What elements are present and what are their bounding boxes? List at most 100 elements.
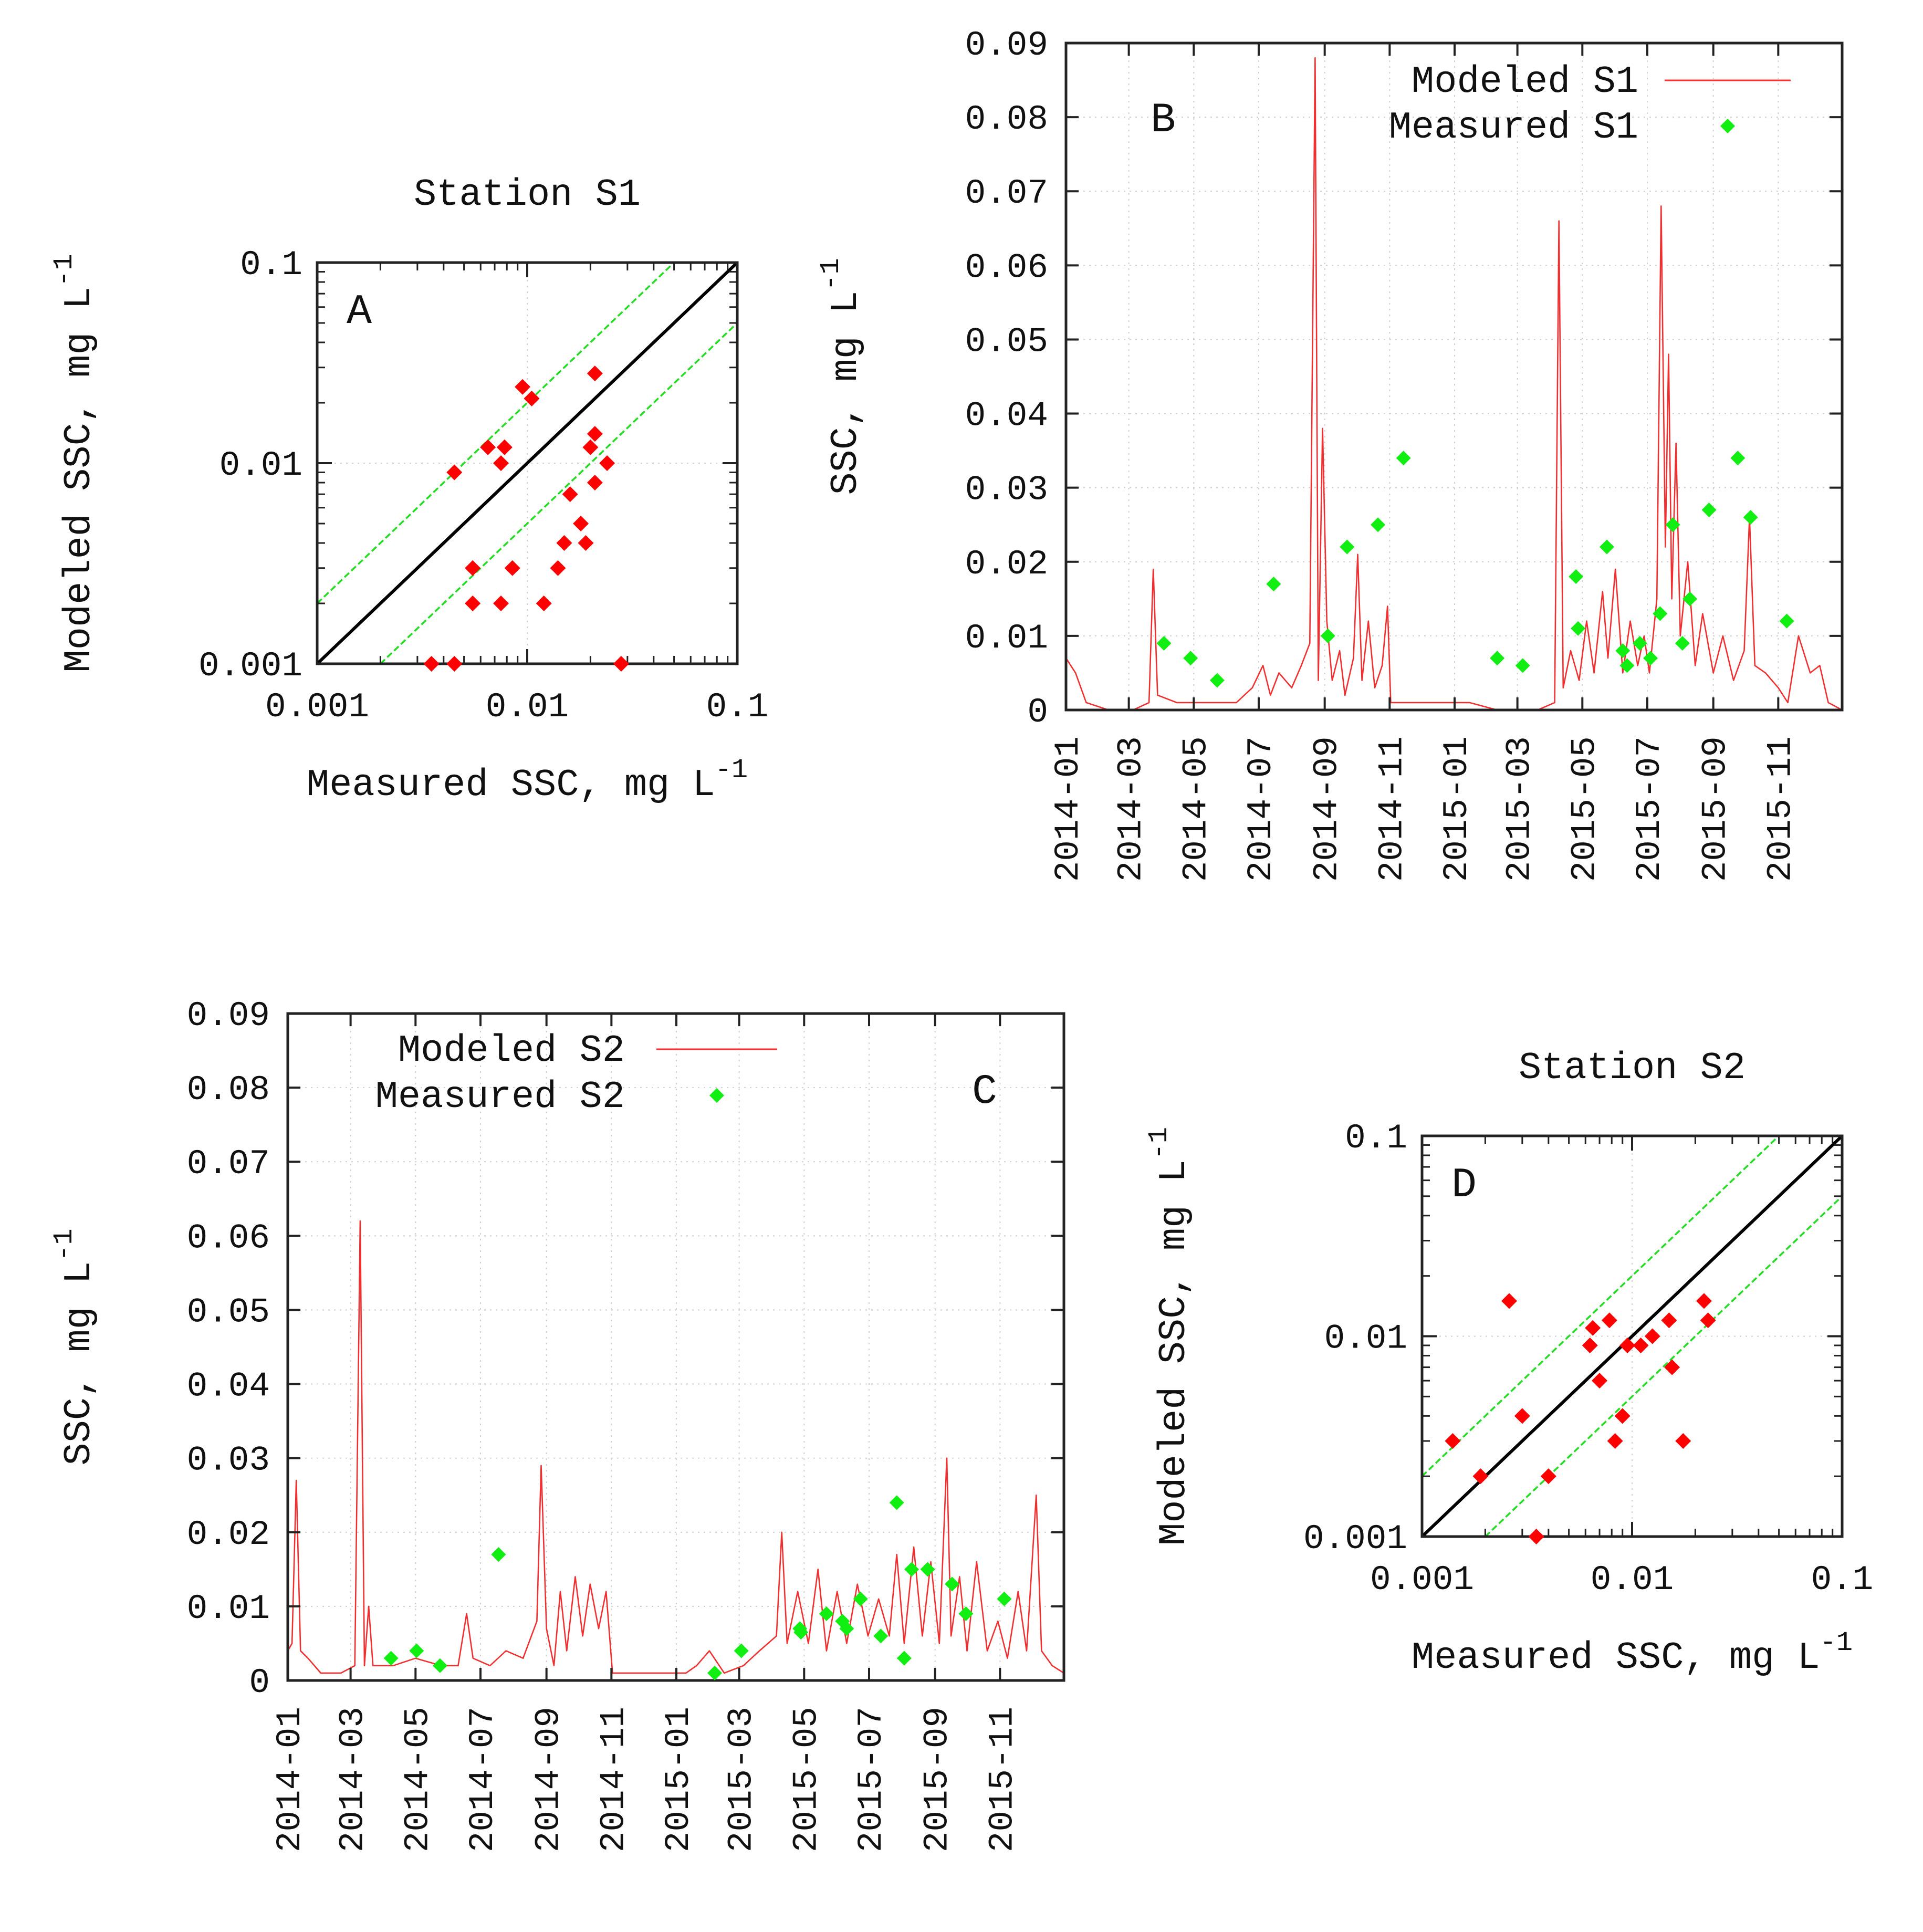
data-point	[1779, 613, 1794, 629]
one-to-one-line	[1422, 1136, 1842, 1537]
legend-label-measured: Measured S2	[375, 1075, 625, 1119]
modeled-line	[288, 1220, 1064, 1674]
panel-label: A	[347, 288, 372, 336]
y-axis-label-text: SSC, mg L	[824, 291, 868, 495]
legend-label-measured: Measured S1	[1389, 106, 1638, 149]
x-tick-label: 0.1	[706, 687, 769, 727]
panel-label: C	[972, 1068, 997, 1116]
y-tick-label: 0.02	[965, 545, 1048, 584]
data-point	[1396, 451, 1411, 466]
data-point	[491, 1547, 506, 1562]
data-point	[582, 439, 599, 455]
x-tick-label: 2015-07	[1630, 736, 1669, 882]
data-point	[1592, 1373, 1608, 1389]
data-point	[1515, 658, 1530, 673]
legend-label-modeled: Modeled S2	[398, 1029, 625, 1072]
y-tick-label: 0.01	[187, 1589, 270, 1628]
reference-lines	[1422, 1136, 1842, 1537]
data-point	[524, 390, 540, 406]
panel-label: D	[1451, 1162, 1477, 1209]
modeled-series	[1066, 57, 1842, 710]
y-axis-label: SSC, mg L-1	[816, 258, 868, 495]
data-point	[1607, 1433, 1623, 1449]
x-tick-label: 2014-03	[1112, 736, 1151, 882]
data-point	[1675, 636, 1690, 651]
y-tick-label: 0.08	[187, 1070, 270, 1110]
data-point	[1569, 569, 1584, 584]
y-tick-label: 0.001	[198, 646, 302, 686]
data-point	[1514, 1408, 1530, 1424]
data-point	[1682, 591, 1698, 607]
y-tick-label: 0.07	[187, 1144, 270, 1184]
y-tick-label: 0.01	[965, 619, 1048, 658]
chart-title: Station S2	[1519, 1047, 1746, 1090]
data-point	[578, 535, 594, 551]
data-point	[515, 379, 531, 395]
legend-label-modeled: Modeled S1	[1412, 60, 1638, 103]
x-tick-label: 2014-01	[270, 1707, 310, 1852]
data-points	[423, 365, 629, 672]
x-axis-label-text: Measured SSC, mg L	[1412, 1636, 1820, 1679]
data-point	[997, 1591, 1012, 1606]
y-tick-label: 0.01	[220, 446, 302, 485]
y-axis-label: Modeled SSC, mg L-1	[1144, 1127, 1196, 1545]
panel-A: 0.001 0.01 0.1 0.001 0.01 0.1 A Station S1 Measu…	[49, 173, 768, 807]
data-point	[480, 439, 496, 455]
y-tick-label: 0.03	[965, 471, 1048, 510]
data-point	[423, 656, 440, 672]
data-point	[904, 1562, 919, 1577]
data-point	[587, 426, 603, 442]
data-point	[1661, 1312, 1677, 1329]
data-point	[945, 1576, 960, 1592]
factor-two-lower-line	[380, 322, 737, 664]
y-tick-label: 0.02	[187, 1515, 270, 1554]
data-point	[1653, 606, 1668, 621]
y-axis-label: Modeled SSC, mg L-1	[49, 254, 101, 673]
y-tick-label: 0.01	[1324, 1319, 1407, 1359]
x-axis-label-superscript: -1	[715, 755, 748, 786]
data-point	[1632, 636, 1647, 651]
data-point	[1700, 1312, 1716, 1329]
y-axis-label-superscript: -1	[49, 254, 80, 287]
data-point	[1696, 1293, 1712, 1309]
data-point	[819, 1606, 834, 1621]
data-point	[432, 1658, 447, 1673]
data-point	[1571, 621, 1586, 636]
x-tick-label: 2014-09	[1308, 736, 1347, 882]
data-point	[1643, 651, 1658, 666]
data-point	[873, 1628, 889, 1644]
y-axis-label-text: Modeled SSC, mg L	[58, 287, 101, 673]
modeled-series	[288, 1220, 1064, 1674]
x-axis-label-superscript: -1	[1820, 1627, 1853, 1658]
y-tick-label: 0.07	[965, 174, 1048, 213]
legend-marker-swatch	[709, 1088, 724, 1103]
data-point	[493, 596, 509, 612]
y-tick-label: 0.06	[187, 1218, 270, 1258]
chart-title: Station S1	[414, 173, 641, 216]
data-point	[1619, 658, 1635, 673]
factor-two-upper-line	[317, 263, 675, 604]
data-point	[383, 1651, 399, 1666]
y-tick-label: 0	[249, 1663, 270, 1703]
data-point	[1665, 517, 1680, 532]
x-tick-label: 2015-03	[722, 1707, 761, 1852]
data-point	[1614, 1408, 1631, 1424]
y-tick-label: 0.06	[965, 248, 1048, 287]
x-axis-label: Measured SSC, mg L-1	[1412, 1627, 1853, 1679]
panel-label: B	[1151, 97, 1176, 144]
measured-series	[383, 1495, 1012, 1680]
data-points	[1445, 1293, 1716, 1544]
data-point	[573, 515, 589, 531]
y-axis-label-superscript: -1	[1144, 1127, 1175, 1160]
x-tick-label: 2014-05	[1176, 736, 1216, 882]
y-tick-label: 0.04	[965, 396, 1048, 436]
data-point	[1644, 1328, 1660, 1344]
data-point	[896, 1651, 912, 1666]
data-point	[734, 1643, 749, 1658]
x-tick-label: 2014-01	[1049, 736, 1088, 882]
one-to-one-line	[317, 263, 737, 664]
x-tick-label: 0.001	[1370, 1560, 1474, 1600]
x-tick-label: 2014-07	[1241, 736, 1281, 882]
